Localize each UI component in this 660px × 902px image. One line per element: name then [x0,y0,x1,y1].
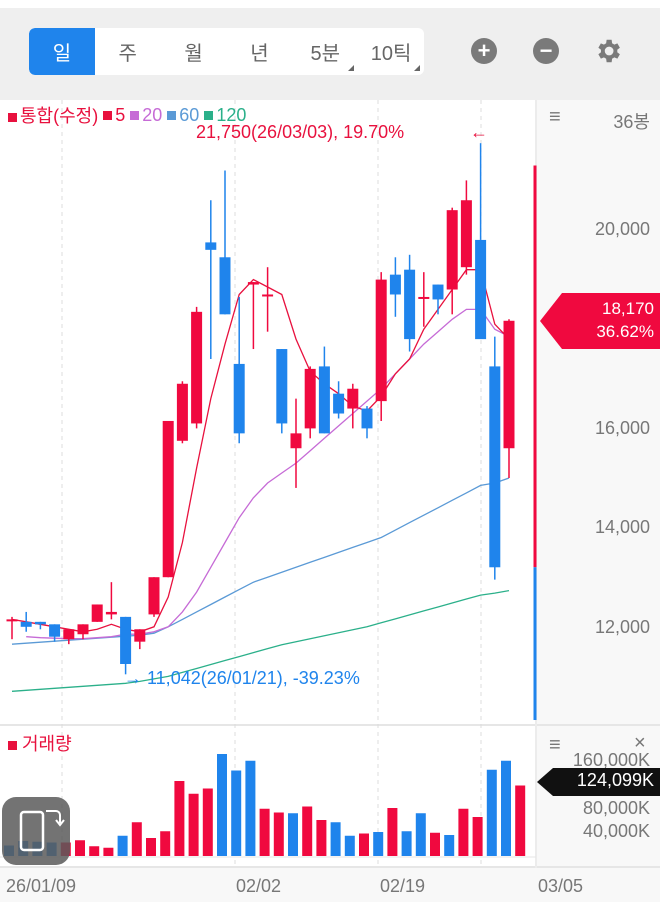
vol-tick-40000: 40,000K [582,821,650,841]
status-strip [0,0,660,8]
current-volume-tag: 124,099K [537,768,660,796]
high-arrow-icon: ← [470,122,488,142]
y-tick-16000: 16,000 [594,418,650,438]
zoom-out-button[interactable]: − [531,36,561,66]
legend-ma120-label: 120 [216,104,247,125]
volume-menu-icon[interactable]: ≡ [549,734,561,756]
legend-ma20: 20 [130,105,162,126]
period-tab-label: 년 [250,43,269,65]
legend-main: 통합(수정) [8,102,98,128]
legend-ma5-label: 5 [115,104,126,125]
period-tab-label: 일 [52,43,72,65]
period-tab-label: 월 [184,43,203,65]
volume-legend-swatch [8,740,17,750]
legend-ma20-label: 20 [142,104,163,125]
y-tick-12000: 12,000 [594,617,650,637]
legend-swatch-ma120 [204,111,214,121]
period-tab-0[interactable]: 일 [29,28,95,75]
y-tick-14000: 14,000 [594,517,650,537]
vol-tick-160000: 160,000K [572,750,650,770]
volume-close-icon[interactable]: × [634,732,646,754]
period-tab-label: 주 [118,43,137,65]
current-price-tag: 18,170 36.62% [540,293,660,349]
current-price-value: 18,170 [602,299,654,318]
price-chart[interactable] [0,100,536,725]
price-axis[interactable] [537,100,660,868]
x-tick-0305: 03/05 [538,876,584,896]
current-volume-value: 124,099K [576,770,654,790]
plus-circle-icon: + [471,38,497,64]
chart-legend: 통합(수정) 5 20 60 120 [8,102,246,128]
zoom-in-button[interactable]: + [469,36,499,66]
dropdown-corner-icon [348,65,355,71]
candle-count: 36봉 [613,112,650,132]
chart-menu-icon[interactable]: ≡ [549,106,561,128]
rotate-screen-button[interactable] [2,797,70,865]
legend-main-label: 통합(수정) [20,106,99,126]
y-tick-20000: 20,000 [594,219,650,239]
date-axis[interactable] [0,868,660,902]
gear-icon [598,39,620,63]
price-tag-text: 18,170 36.62% [596,297,654,343]
high-annotation: 21,750(26/03/03), 19.70% [196,122,405,142]
legend-ma60: 60 [167,105,199,126]
x-tick-0202: 02/02 [236,876,282,896]
vol-tick-80000: 80,000K [582,798,650,818]
low-annotation: → 11,042(26/01/21), -39.23% [124,668,360,688]
panel-divider[interactable] [0,724,660,726]
volume-legend: 거래량 [8,730,72,756]
rotate-phone-icon [19,810,65,852]
legend-swatch-ma5 [103,111,113,121]
period-tab-5[interactable]: 10틱 [358,28,424,75]
price-tag-shape [540,293,660,349]
legend-swatch-main [8,112,17,122]
period-tab-label: 10틱 [370,43,412,65]
legend-ma5: 5 [103,105,125,126]
settings-button[interactable] [593,36,623,66]
current-price-change: 36.62% [596,322,654,341]
period-tab-label: 5분 [310,43,340,65]
period-selector: 일 주 월 년 5분 10틱 [29,28,424,75]
legend-swatch-ma20 [130,111,140,121]
period-tab-1[interactable]: 주 [95,28,161,75]
period-tab-2[interactable]: 월 [161,28,227,75]
dropdown-corner-icon [413,65,420,71]
legend-ma120: 120 [204,105,246,126]
x-tick-0219: 02/19 [380,876,426,896]
volume-legend-label: 거래량 [22,734,72,754]
volume-tag-shape [537,768,660,796]
legend-swatch-ma60 [167,111,177,121]
minus-circle-icon: − [533,38,559,64]
period-tab-3[interactable]: 년 [226,28,292,75]
x-tick-0109: 26/01/09 [6,876,77,896]
period-tab-4[interactable]: 5분 [292,28,358,75]
axis-divider [0,866,660,868]
legend-ma60-label: 60 [179,104,200,125]
